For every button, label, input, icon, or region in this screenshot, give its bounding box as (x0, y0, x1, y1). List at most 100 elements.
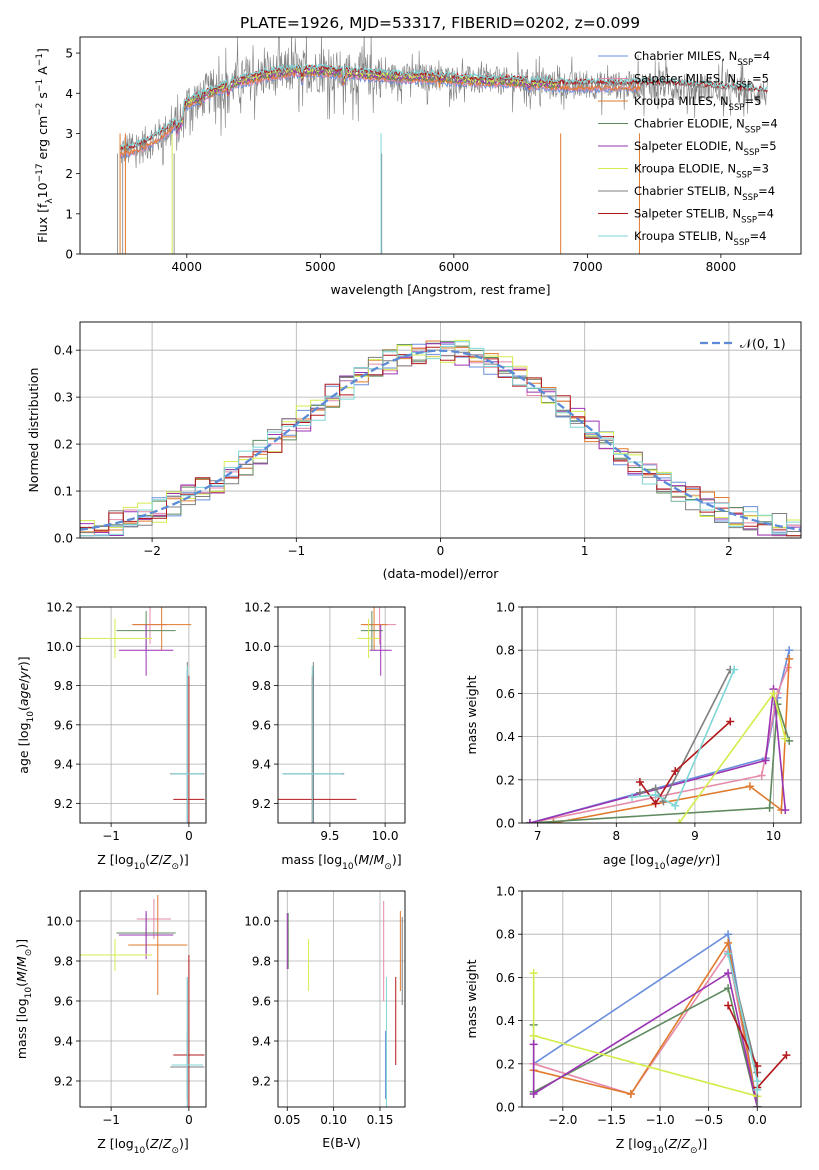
x-axis-label: age [log10(age/yr)] (603, 852, 720, 872)
data-point-kroupa_miles (626, 1090, 635, 1099)
y-tick-label: 0.2 (496, 773, 515, 787)
data-point-salpeter_elodie (525, 819, 534, 823)
data-point-kroupa_miles (745, 782, 754, 791)
data-point-chabrier_stelib (753, 1103, 762, 1107)
y-axis-label: mass [log10(M/M⊙)] (14, 939, 34, 1059)
data-point-kroupa_miles (549, 819, 558, 823)
y-tick-label: 9.4 (54, 758, 73, 772)
x-tick-label: 0.15 (367, 1113, 394, 1127)
axes-frame (79, 321, 802, 539)
figure-title: PLATE=1926, MJD=53317, FIBERID=0202, z=0… (240, 14, 640, 32)
data-point-salpeter_stelib (651, 799, 660, 808)
axes-frame (277, 606, 406, 824)
x-tick-label: 5000 (305, 260, 336, 274)
x-axis-label: wavelength [Angstrom, rest frame] (330, 282, 550, 297)
y-tick-label: 9.2 (54, 797, 73, 811)
x-tick-label: 2 (725, 544, 733, 558)
y-tick-label: 1.0 (496, 601, 515, 615)
data-point-kroupa_stelib (753, 1085, 762, 1094)
data-point-salpeter_stelib (782, 1051, 791, 1060)
y-tick-label: 1.0 (496, 885, 515, 899)
weight_vs_age-panel: 7 8 9 10 0.0 0.2 0.4 0.6 0.8 1.0 age [log10(age/yr… (464, 601, 802, 872)
y-tick-label: 9.8 (252, 679, 271, 693)
data-point-kroupa_miles (724, 938, 733, 947)
legend-label-salpeter_elodie: Salpeter ELODIE, NSSP=5 (634, 139, 777, 158)
x-tick-label: 9.5 (320, 829, 339, 843)
x-tick-label: 0.05 (274, 1113, 301, 1127)
y-axis-label: age [log10(age/yr)] (16, 656, 36, 773)
x-tick-label: 1 (581, 544, 589, 558)
y-tick-label: 0.8 (496, 644, 515, 658)
data-point-kroupa_stelib (753, 1077, 762, 1086)
data-point-salpeter_elodie (761, 756, 770, 765)
data-point-kroupa_stelib (671, 801, 680, 810)
axes-frame (79, 36, 802, 255)
x-tick-label: −1.0 (645, 1113, 674, 1127)
y-axis-label: Normed distribution (26, 368, 41, 493)
x-tick-label: 8000 (706, 260, 737, 274)
data-point-salpeter_elodie (724, 969, 733, 978)
x-tick-label: −2 (143, 544, 161, 558)
y-tick-label: 9.2 (252, 1075, 271, 1089)
x-tick-label: 4000 (172, 260, 203, 274)
x-axis-label: Z [log10(Z/Z⊙)] (97, 852, 189, 872)
histogram-salpeter_elodie (80, 342, 801, 536)
legend-label-chabrier_elodie: Chabrier ELODIE, NSSP=4 (634, 117, 778, 136)
y-tick-label: 5 (65, 47, 73, 61)
series-line-salpeter_miles (533, 949, 759, 1107)
x-tick-label: −1 (102, 829, 120, 843)
y-tick-label: 0.4 (496, 730, 515, 744)
x-tick-label: 8 (612, 829, 620, 843)
y-tick-label: 10.0 (46, 640, 73, 654)
weight_vs_age-plot-area (525, 646, 794, 823)
series-line-salpeter_stelib (639, 720, 731, 806)
x-tick-label: 9 (691, 829, 699, 843)
x-axis-label: Z [log10(Z/Z⊙)] (97, 1136, 189, 1156)
axes-frame (79, 890, 207, 1108)
y-tick-label: 0 (65, 248, 73, 262)
y-tick-label: 0.4 (54, 344, 73, 358)
mass_vs_Z-panel: −1 0 9.2 9.4 9.6 9.8 10.0 Z [log10(Z/Z⊙)] mass [… (14, 890, 207, 1156)
legend-label-chabrier_miles: Chabrier MILES, NSSP=4 (634, 49, 770, 68)
y-axis-label: mass weight (464, 959, 479, 1038)
data-point-kroupa_stelib (730, 665, 739, 674)
data-point-chabrier_miles (785, 646, 794, 655)
y-tick-label: 3 (65, 127, 73, 141)
data-point-salpeter_miles (783, 663, 792, 672)
y-tick-label: 0.4 (496, 1014, 515, 1028)
y-tick-label: 0.2 (54, 438, 73, 452)
data-point-chabrier_miles (724, 930, 733, 939)
age_vs_mass-plot-area (278, 607, 397, 823)
data-point-kroupa_elodie (529, 1031, 538, 1040)
weight_vs_Z-plot-area (529, 930, 791, 1107)
data-point-kroupa_stelib (651, 790, 660, 799)
mass_vs_ebv-plot-area (286, 901, 403, 1107)
legend-label-kroupa_stelib: Kroupa STELIB, NSSP=4 (634, 229, 766, 248)
y-axis-label: mass weight (464, 675, 479, 754)
residual_histogram-plot-area (80, 339, 801, 537)
data-point-chabrier_elodie (765, 803, 774, 812)
y-tick-label: 9.2 (252, 797, 271, 811)
y-tick-label: 0.8 (496, 928, 515, 942)
x-tick-label: 0 (185, 1113, 193, 1127)
y-tick-label: 10.0 (244, 915, 271, 929)
y-tick-label: 0.0 (496, 817, 515, 831)
legend-label-salpeter_stelib: Salpeter STELIB, NSSP=4 (634, 207, 774, 226)
y-tick-label: 9.4 (252, 1035, 271, 1049)
x-tick-label: −2.0 (548, 1113, 577, 1127)
age_vs_Z-plot-area (80, 607, 205, 823)
y-tick-label: 2 (65, 167, 73, 181)
normal-curve (80, 349, 801, 531)
data-point-kroupa_elodie (675, 819, 684, 823)
y-tick-label: 0.6 (496, 971, 515, 985)
mass_vs_Z-plot-area (80, 895, 205, 1107)
x-tick-label: 7000 (572, 260, 603, 274)
x-axis-label: mass [log10(M/M⊙)] (281, 852, 401, 872)
data-point-kroupa_elodie (781, 734, 790, 743)
axes-frame (277, 890, 406, 1108)
data-point-salpeter_elodie (529, 1040, 538, 1049)
y-tick-label: 0.1 (54, 485, 73, 499)
series-line-kroupa_stelib (631, 669, 735, 807)
